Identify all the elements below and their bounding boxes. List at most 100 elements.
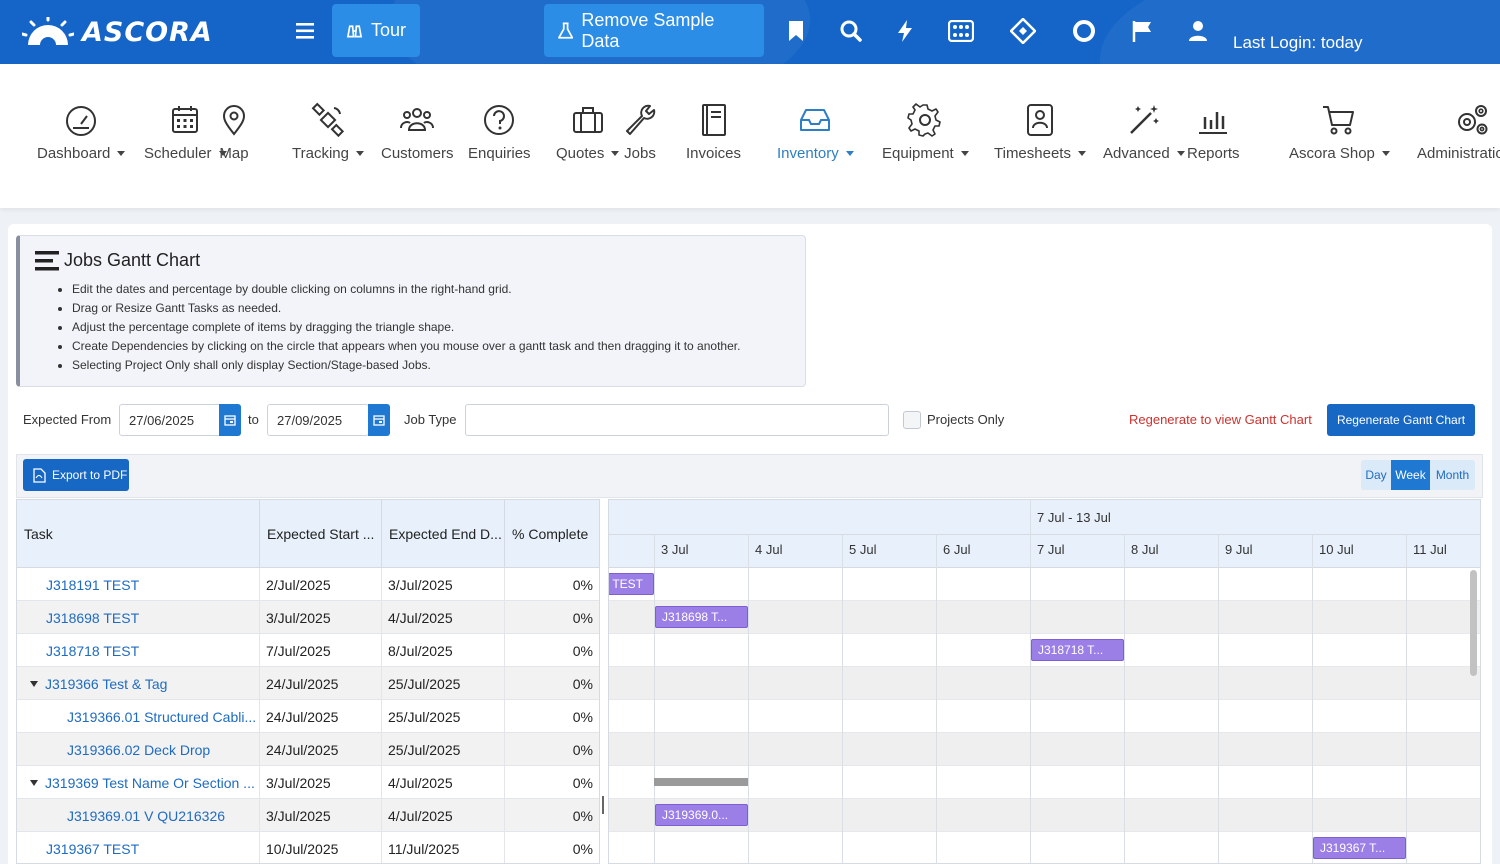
nav-item-scheduler[interactable]: Scheduler — [144, 102, 227, 162]
start-date-cell[interactable]: 7/Jul/2025 — [260, 634, 382, 667]
task-link[interactable]: J319366.02 Deck Drop — [67, 741, 211, 758]
export-pdf-button[interactable]: Export to PDF — [23, 459, 129, 491]
gantt-task-bar[interactable]: J318698 T... — [655, 606, 748, 628]
nav-item-reports[interactable]: Reports — [1187, 102, 1240, 162]
column-header-start[interactable]: Expected Start ... — [260, 500, 382, 568]
start-date-cell[interactable]: 3/Jul/2025 — [260, 601, 382, 634]
percent-complete-cell[interactable]: 0% — [572, 576, 593, 593]
regenerate-gantt-button[interactable]: Regenerate Gantt Chart — [1327, 404, 1475, 436]
task-link[interactable]: J319369.01 V QU216326 — [67, 807, 226, 824]
table-row[interactable]: J318191 TEST 2/Jul/2025 3/Jul/2025 0% — [17, 568, 599, 601]
start-date-cell[interactable]: 24/Jul/2025 — [260, 733, 382, 766]
start-date-cell[interactable]: 3/Jul/2025 — [260, 766, 382, 799]
view-month-button[interactable]: Month — [1430, 460, 1475, 490]
table-row[interactable]: J319366 Test & Tag 24/Jul/2025 25/Jul/2025… — [17, 667, 599, 700]
table-row[interactable]: J319367 TEST 10/Jul/2025 11/Jul/2025 0% — [17, 832, 599, 863]
from-calendar-icon[interactable] — [219, 404, 241, 436]
nav-item-label: Invoices — [686, 145, 742, 162]
table-row[interactable]: J319366.02 Deck Drop 24/Jul/2025 25/Jul/20… — [17, 733, 599, 766]
user-icon[interactable] — [1181, 14, 1215, 48]
start-date-cell[interactable]: 3/Jul/2025 — [260, 799, 382, 832]
nav-item-jobs[interactable]: Jobs — [622, 102, 658, 162]
expected-to-input[interactable]: 27/09/2025 — [267, 404, 369, 436]
percent-complete-cell[interactable]: 0% — [572, 708, 593, 725]
end-date-cell[interactable]: 25/Jul/2025 — [382, 667, 505, 700]
percent-complete-cell[interactable]: 0% — [572, 774, 593, 791]
nav-item-map[interactable]: Map — [216, 102, 252, 162]
ascora-logo[interactable]: Ascora — [22, 12, 213, 52]
task-link[interactable]: J318191 TEST — [46, 576, 140, 593]
bookmark-icon[interactable] — [779, 14, 813, 48]
table-row[interactable]: J319369 Test Name Or Section ... 3/Jul/20… — [17, 766, 599, 799]
flag-icon[interactable] — [1125, 14, 1159, 48]
percent-complete-cell[interactable]: 0% — [572, 642, 593, 659]
table-row[interactable]: J319366.01 Structured Cabli... 24/Jul/202… — [17, 700, 599, 733]
expected-from-input[interactable]: 27/06/2025 — [119, 404, 221, 436]
view-day-button[interactable]: Day — [1361, 460, 1391, 490]
end-date-cell[interactable]: 25/Jul/2025 — [382, 700, 505, 733]
view-week-button[interactable]: Week — [1391, 460, 1430, 490]
start-date-cell[interactable]: 10/Jul/2025 — [260, 832, 382, 863]
nav-item-timesheets[interactable]: Timesheets — [994, 102, 1086, 162]
percent-complete-cell[interactable]: 0% — [572, 741, 593, 758]
percent-complete-cell[interactable]: 0% — [572, 840, 593, 857]
search-icon[interactable] — [834, 14, 868, 48]
splitter-handle[interactable] — [602, 796, 604, 814]
start-date-cell[interactable]: 24/Jul/2025 — [260, 700, 382, 733]
gantt-task-bar[interactable]: J319367 T... — [1313, 837, 1406, 859]
gantt-task-bar[interactable]: J318191 TEST — [609, 573, 654, 595]
end-date-cell[interactable]: 4/Jul/2025 — [382, 766, 505, 799]
lightning-icon[interactable] — [888, 14, 922, 48]
expand-toggle-icon[interactable] — [30, 680, 38, 687]
summary-bar[interactable] — [654, 778, 748, 786]
column-header-complete[interactable]: % Complete — [505, 500, 599, 568]
task-link[interactable]: J319367 TEST — [46, 840, 140, 857]
chart-scrollbar[interactable] — [1470, 570, 1477, 676]
nav-item-tracking[interactable]: Tracking — [292, 102, 364, 162]
menu-icon[interactable] — [289, 14, 323, 48]
gantt-task-bar[interactable]: J318718 T... — [1031, 639, 1124, 661]
nav-item-enquiries[interactable]: Enquiries — [468, 102, 531, 162]
nav-item-inventory[interactable]: Inventory — [777, 102, 854, 162]
start-date-cell[interactable]: 2/Jul/2025 — [260, 568, 382, 601]
nav-item-advanced[interactable]: Advanced — [1103, 102, 1185, 162]
job-type-input[interactable] — [465, 404, 889, 436]
nav-item-invoices[interactable]: Invoices — [686, 102, 741, 162]
column-header-end[interactable]: Expected End D... — [382, 500, 505, 568]
percent-complete-cell[interactable]: 0% — [572, 609, 593, 626]
nav-item-quotes[interactable]: Quotes — [556, 102, 620, 162]
support-icon[interactable] — [1067, 14, 1101, 48]
gantt-task-bar[interactable]: J319369.0... — [655, 804, 748, 826]
percent-complete-cell[interactable]: 0% — [572, 675, 593, 692]
end-date-cell[interactable]: 11/Jul/2025 — [382, 832, 505, 863]
task-link[interactable]: J319366.01 Structured Cabli... — [67, 708, 257, 725]
table-row[interactable]: J319369.01 V QU216326 3/Jul/2025 4/Jul/202… — [17, 799, 599, 832]
task-link[interactable]: J318718 TEST — [46, 642, 140, 659]
end-date-cell[interactable]: 4/Jul/2025 — [382, 601, 505, 634]
nav-item-equipment[interactable]: Equipment — [882, 102, 969, 162]
start-date-cell[interactable]: 24/Jul/2025 — [260, 667, 382, 700]
end-date-cell[interactable]: 25/Jul/2025 — [382, 733, 505, 766]
day-gridline — [1124, 534, 1125, 863]
end-date-cell[interactable]: 4/Jul/2025 — [382, 799, 505, 832]
table-row[interactable]: J318698 TEST 3/Jul/2025 4/Jul/2025 0% — [17, 601, 599, 634]
expand-toggle-icon[interactable] — [30, 779, 38, 786]
column-header-task[interactable]: Task — [17, 500, 260, 568]
tour-button[interactable]: Tour — [332, 4, 420, 57]
switchboard-icon[interactable] — [944, 14, 978, 48]
ticket-icon[interactable] — [1006, 14, 1040, 48]
task-link[interactable]: J319369 Test Name Or Section ... — [45, 774, 255, 791]
percent-complete-cell[interactable]: 0% — [572, 807, 593, 824]
nav-item-dashboard[interactable]: Dashboard — [37, 102, 126, 162]
projects-only-checkbox[interactable] — [903, 411, 921, 429]
end-date-cell[interactable]: 3/Jul/2025 — [382, 568, 505, 601]
task-link[interactable]: J318698 TEST — [46, 609, 140, 626]
to-calendar-icon[interactable] — [368, 404, 390, 436]
end-date-cell[interactable]: 8/Jul/2025 — [382, 634, 505, 667]
nav-item-administration[interactable]: Administration — [1417, 102, 1500, 162]
nav-item-ascora-shop[interactable]: Ascora Shop — [1289, 102, 1390, 162]
task-link[interactable]: J319366 Test & Tag — [45, 675, 168, 692]
nav-item-customers[interactable]: Customers — [381, 102, 454, 162]
remove-sample-data-button[interactable]: Remove Sample Data — [544, 4, 764, 57]
table-row[interactable]: J318718 TEST 7/Jul/2025 8/Jul/2025 0% — [17, 634, 599, 667]
